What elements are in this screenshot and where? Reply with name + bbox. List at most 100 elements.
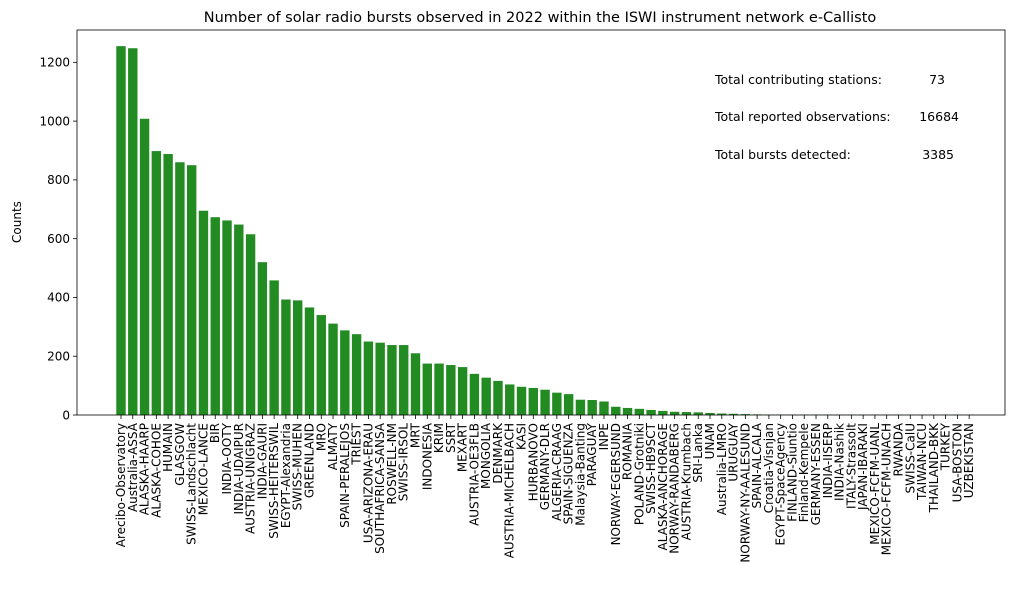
x-tick-label: FINLAND-Siuntio	[785, 423, 799, 522]
summary-annotations: Total contributing stations: 73 Total re…	[714, 72, 959, 162]
x-tick-label: HUMAIN	[161, 423, 175, 472]
x-tick-label: MRO	[314, 423, 328, 451]
bar	[175, 162, 185, 415]
x-tick-label: Australia-ASSA	[126, 422, 140, 512]
x-tick-label: MONGOLIA	[479, 422, 493, 489]
annotation-stations-label: Total contributing stations:	[714, 72, 882, 87]
x-tick-label: INDONESIA	[420, 422, 434, 490]
x-tick-label: ALASKA-HAARP	[138, 423, 152, 515]
bar	[516, 386, 527, 415]
x-tick-label: TRIEST	[350, 422, 364, 465]
bar	[434, 363, 444, 415]
x-tick-label: ROMANIA	[621, 422, 635, 480]
bar	[717, 413, 727, 415]
x-tick-label: PARAGUAY	[585, 422, 599, 486]
y-tick-label: 400	[47, 291, 70, 305]
bar	[399, 345, 409, 415]
x-tick-label: USA-BOSTON	[950, 423, 964, 502]
y-axis-label: Counts	[10, 201, 24, 243]
x-tick-label: AUSTRIA-UNIGRAZ	[244, 423, 258, 534]
bar	[575, 399, 586, 415]
y-tick-label: 800	[47, 173, 70, 187]
bar	[340, 330, 350, 415]
bar	[705, 412, 715, 415]
x-tick-label: SPAIN-PERALEJOS	[338, 423, 352, 528]
bar	[151, 151, 162, 415]
bar	[634, 408, 645, 415]
x-tick-label: HURBANOVO	[526, 423, 540, 501]
x-tick-label: SWISS-MUHEN	[291, 423, 305, 510]
bar	[222, 220, 232, 415]
x-tick-label: SWISS-HEITERSWIL	[267, 423, 281, 539]
x-tick-label: UNAM	[703, 423, 717, 459]
x-tick-label: TAIWAN-NCU	[915, 423, 929, 501]
x-tick-label: ALGERIA-CRAAG	[550, 423, 564, 521]
x-tick-label: INDIA-Nashik	[833, 423, 847, 501]
bar	[646, 410, 656, 415]
bar	[493, 380, 503, 415]
x-tick-label: INDIA-OOTY	[220, 422, 234, 494]
bar	[198, 210, 209, 415]
x-tick-label: MEXICO-FCFM-UANL	[868, 423, 882, 545]
y-tick-label: 600	[47, 232, 70, 246]
x-tick-label: Malaysia-Banting	[573, 423, 587, 526]
x-tick-label: KRIM	[432, 423, 446, 453]
bar	[375, 342, 385, 415]
x-tick-label: JAPAN-IBARAKI	[856, 423, 870, 511]
x-tick-label: GLASGOW	[173, 423, 187, 486]
bar	[363, 341, 374, 415]
bar	[587, 400, 597, 415]
bar	[269, 280, 279, 415]
annotation-observations-label: Total reported observations:	[714, 109, 891, 124]
x-tick-label: EGYPT-Alexandria	[279, 423, 293, 528]
x-tick-label: Australia-LMRO	[715, 423, 729, 515]
x-tick-label: THAILAND-BKK	[927, 422, 941, 513]
x-tick-label: MEXICO-FCFM-UNACH	[880, 423, 894, 555]
x-tick-label: SWISS-Landschlacht	[185, 423, 199, 545]
bar	[304, 307, 315, 415]
plot-frame	[76, 29, 1006, 416]
bar	[693, 412, 703, 415]
bar	[293, 300, 303, 415]
y-tick-label: 0	[62, 408, 70, 422]
bar	[469, 373, 480, 415]
bar	[210, 217, 220, 415]
x-tick-label: USA-ARIZONA-ERAU	[361, 423, 375, 543]
x-tick-label: GREENLAND	[302, 423, 316, 498]
bar	[351, 334, 362, 415]
y-tick-label: 1000	[39, 114, 70, 128]
bar	[328, 323, 338, 415]
bar	[316, 315, 326, 415]
bar	[281, 299, 291, 415]
y-tick-label: 1200	[39, 56, 70, 70]
annotation-stations-value: 73	[929, 72, 945, 87]
x-tick-label: SWISS-IRSOL	[397, 423, 411, 502]
bar	[599, 401, 609, 415]
bar	[245, 234, 256, 415]
x-tick-label: Croatia-Visnjan	[762, 423, 776, 513]
x-tick-label: SPAIN-ALCALA	[750, 422, 764, 508]
x-tick-label: ALASKA-ANCHORAGE	[656, 423, 670, 550]
x-tick-label: INDIA-UDAIPUR	[232, 423, 246, 515]
x-tick-label: NORWAY-NY-AALESUND	[738, 423, 752, 563]
annotation-bursts-label: Total bursts detected:	[714, 147, 851, 162]
bar	[446, 365, 456, 415]
bar	[163, 154, 173, 415]
x-tick-label: ROSWELL-NM	[385, 423, 399, 505]
x-tick-label: SOUTHAFRICA-SANSA	[373, 422, 387, 554]
bar	[410, 353, 421, 415]
x-tick-label: Finland-Kempele	[797, 423, 811, 522]
x-tick-label: Arecibo-Observatory	[114, 423, 128, 547]
y-tick-label: 200	[47, 350, 70, 364]
x-tick-label: SPAIN-SIGUENZA	[562, 422, 576, 524]
y-ticks-group: 0 200 400 600 800 1000 1200	[39, 56, 77, 422]
x-tick-label: NORWAY-RANDABERG	[668, 423, 682, 554]
bar	[186, 165, 197, 415]
x-tick-label: AUSTRIA-Krumbach	[679, 423, 693, 540]
bar	[552, 392, 562, 415]
bar	[505, 384, 515, 415]
x-tick-label: MRT	[409, 422, 423, 448]
bar	[681, 412, 692, 415]
x-tick-label: BIR	[208, 423, 222, 443]
bar	[728, 413, 739, 415]
